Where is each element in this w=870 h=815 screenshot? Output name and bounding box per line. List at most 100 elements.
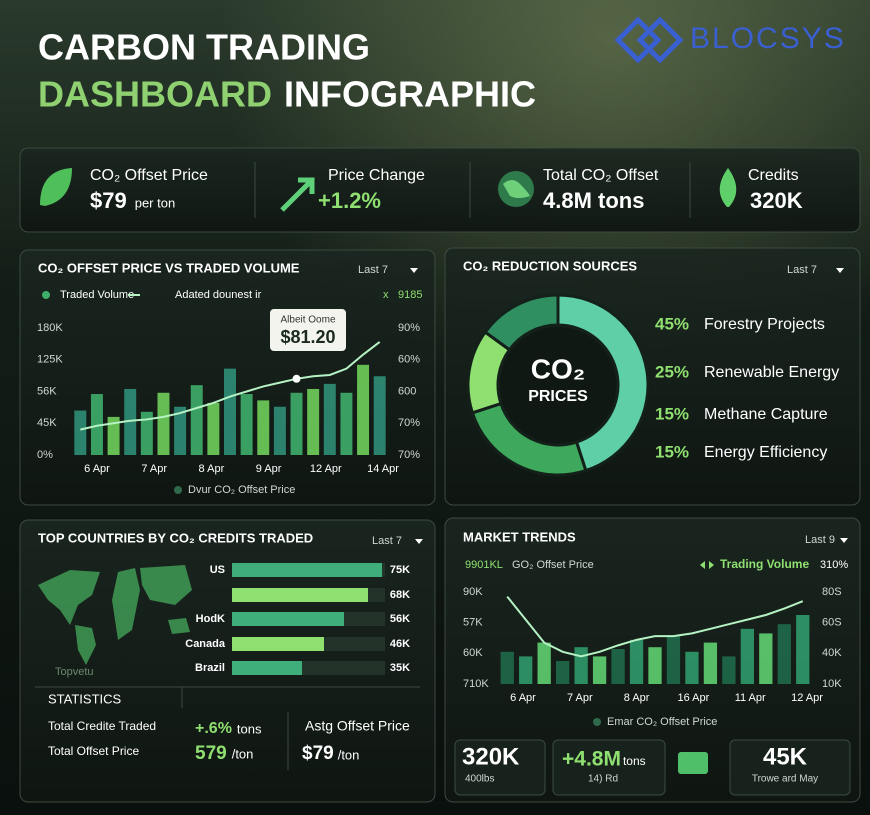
y-axis-label: 710K: [463, 678, 489, 690]
dropdown-caret[interactable]: [410, 268, 418, 273]
stat-value: 45K: [763, 743, 808, 770]
bar: [74, 410, 87, 455]
briefcase-icon: [678, 752, 708, 774]
annotation-dot: [292, 374, 301, 383]
period-select[interactable]: Last 7: [358, 264, 388, 276]
bar: [232, 661, 302, 675]
legend-label: Adated dounest ir: [175, 289, 262, 301]
dropdown-caret[interactable]: [415, 539, 423, 544]
title: INFOGRAPHIC: [284, 74, 536, 115]
kpi-panel: [19, 147, 861, 233]
bar: [174, 406, 187, 455]
bar: [555, 661, 570, 684]
kpi-value: +1.2%: [318, 188, 381, 213]
bar: [90, 394, 103, 455]
value-label: 56K: [390, 613, 410, 625]
dropdown-caret[interactable]: [840, 538, 848, 543]
bar: [232, 563, 382, 577]
bar: [224, 368, 236, 455]
value-label: 75K: [390, 564, 410, 576]
y-axis-label: 45K: [37, 417, 57, 429]
stats-unit: tons: [237, 721, 262, 736]
legend-value: 15%: [655, 404, 689, 423]
bar: [232, 588, 368, 602]
annotation-box: [270, 309, 346, 351]
legend-value: 25%: [655, 362, 689, 381]
legend-label: Methane Capture: [704, 406, 828, 423]
dropdown-caret[interactable]: [836, 268, 844, 273]
y2-axis-label: 40K: [822, 647, 842, 659]
stats-label: Total Credite Traded: [48, 719, 156, 733]
y2-axis-label: 80S: [822, 586, 842, 598]
stats-value: 579: [195, 743, 227, 764]
title: DASHBOARD: [38, 74, 272, 115]
period-select[interactable]: Last 7: [787, 264, 817, 276]
panel-title: MARKET TRENDS: [463, 529, 576, 544]
y-axis-label: 0%: [37, 449, 53, 461]
legend-label: Renewable Energy: [704, 364, 839, 381]
legend-label: Trading Volume: [720, 557, 809, 571]
x-axis-label: 8 Apr: [199, 463, 225, 475]
kpi-value: 4.8M tons: [543, 188, 644, 213]
bar: [537, 642, 551, 684]
bar: [290, 392, 303, 455]
bar: [190, 385, 203, 455]
legend-label: x: [383, 289, 389, 301]
map-shape: [168, 618, 190, 634]
y2-axis-label: 60%: [398, 354, 420, 366]
y-axis-label: 60K: [463, 647, 483, 659]
stat-caption: 400lbs: [465, 774, 494, 785]
chart-footer: Emar CO₂ Offset Price: [607, 716, 717, 728]
bar: [685, 651, 699, 684]
stat-box: [729, 739, 851, 796]
bar: [666, 636, 681, 684]
legend-label: GO₂ Offset Price: [512, 559, 594, 571]
x-axis-label: 11 Apr: [735, 692, 766, 704]
legend-label: 310%: [820, 559, 848, 571]
bar: [140, 411, 153, 455]
x-axis-label: 12 Apr: [310, 463, 342, 475]
x-axis-label: 7 Apr: [567, 692, 593, 704]
category-label: US: [210, 564, 225, 576]
stat-value: 320K: [462, 743, 520, 770]
bar: [629, 639, 644, 684]
kpi-value: 320K: [750, 188, 803, 213]
stat-caption: Trowe ard May: [752, 774, 818, 785]
donut-segment: [556, 293, 650, 473]
kpi-dividers: [254, 162, 691, 218]
bar: [207, 402, 220, 455]
category-label: HodK: [196, 613, 225, 625]
value-label: 46K: [390, 638, 410, 650]
bar: [307, 388, 320, 455]
legend-value: 45%: [655, 314, 689, 333]
kpi-label: CO₂ Offset Price: [90, 167, 208, 184]
bar: [257, 400, 270, 455]
category-label: Canada: [185, 638, 226, 650]
donut-center: CO₂: [531, 353, 585, 384]
panel-title: CO₂ REDUCTION SOURCES: [463, 258, 637, 273]
x-axis-label: 14 Apr: [367, 463, 399, 475]
legend-label: 9185: [398, 289, 422, 301]
bar: [722, 656, 736, 684]
x-axis-label: 6 Apr: [510, 692, 536, 704]
stat-value: +4.8M: [562, 748, 621, 771]
period-select[interactable]: Last 7: [372, 535, 402, 547]
donut-hole: [500, 327, 616, 443]
bar: [232, 637, 324, 651]
bar: [759, 633, 773, 684]
line: [80, 341, 381, 431]
bar: [107, 416, 120, 455]
title: CARBON TRADING: [38, 27, 370, 68]
bar: [796, 615, 810, 684]
stat-box: [454, 739, 546, 796]
annotation-value: $81.20: [280, 327, 335, 347]
stats-label: Astg Offset Price: [305, 718, 410, 734]
map-shape: [75, 625, 96, 665]
stat-caption: 14) Rd: [588, 774, 618, 785]
bar: [357, 364, 370, 455]
kpi-label: Credits: [748, 167, 799, 184]
value-label: 35K: [390, 662, 410, 674]
period-select[interactable]: Last 9: [805, 534, 835, 546]
kpi-value: $79: [90, 188, 127, 213]
bar: [232, 612, 344, 626]
